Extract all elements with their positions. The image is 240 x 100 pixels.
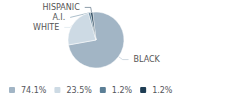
svg-text:74.1%: 74.1% [21,86,47,95]
svg-text:A.I.: A.I. [52,13,65,22]
svg-text:1.2%: 1.2% [152,86,173,95]
svg-text:1.2%: 1.2% [112,86,133,95]
svg-text:HISPANIC: HISPANIC [43,3,81,12]
svg-text:WHITE: WHITE [33,23,59,32]
svg-text:BLACK: BLACK [134,55,161,64]
svg-text:23.5%: 23.5% [66,86,92,95]
